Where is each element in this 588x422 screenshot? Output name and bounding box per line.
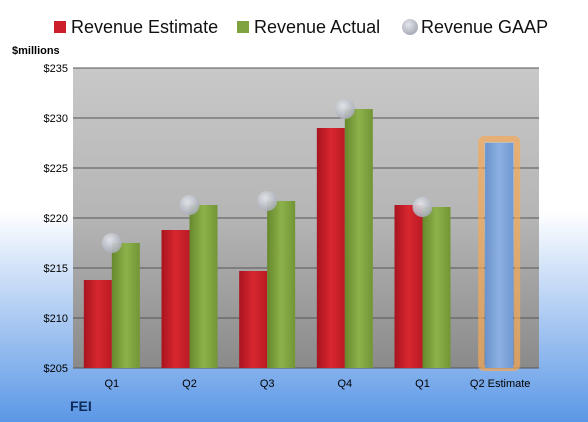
revenue-actual-bar [422,207,451,368]
y-tick-label: $215 [44,263,68,275]
gridlines [73,67,539,369]
revenue-actual-bar [189,205,218,368]
revenue-gaap-point [412,197,433,217]
legend: Revenue Estimate Revenue Actual Revenue GA… [54,17,548,37]
revenue-estimate-bar [316,128,345,368]
company-label: FEI [70,398,92,414]
y-axis: $205 $210 $215 $220 $225 $230 $235 [44,63,68,375]
y-tick-label: $205 [44,363,68,375]
bars-group [83,109,521,371]
revenue-gaap-point [101,233,122,253]
q2-estimate-bar [485,143,514,368]
legend-label: Revenue Estimate [71,17,218,37]
y-tick-label: $220 [44,213,68,225]
y-tick-label: $230 [44,113,68,125]
revenue-gaap-point [257,191,278,211]
legend-label: Revenue Actual [254,17,380,37]
revenue-estimate-bar [161,230,190,368]
x-tick-label: Q3 [260,378,275,390]
x-tick-label: Q2 Estimate [470,378,531,390]
revenue-gaap-point [334,99,355,119]
x-axis: Q1 Q2 Q3 Q4 Q1 Q2 Estimate [104,378,530,390]
y-tick-label: $225 [44,163,68,175]
revenue-estimate-bar [394,205,423,368]
legend-swatch [54,21,66,33]
revenue-actual-bar [111,243,140,368]
y-tick-label: $235 [44,63,68,75]
legend-swatch [237,21,249,33]
y-axis-label: $millions [12,45,60,57]
legend-label: Revenue GAAP [421,17,548,37]
revenue-estimate-bar [239,271,268,368]
x-tick-label: Q4 [337,378,352,390]
revenue-actual-bar [267,201,296,368]
gaap-points-group [101,99,433,253]
revenue-estimate-bar [83,280,112,368]
legend-swatch [402,19,418,35]
x-tick-label: Q1 [415,378,430,390]
x-tick-label: Q1 [104,378,119,390]
y-tick-label: $210 [44,313,68,325]
x-tick-label: Q2 [182,378,197,390]
revenue-gaap-point [179,195,200,215]
revenue-actual-bar [344,109,373,368]
